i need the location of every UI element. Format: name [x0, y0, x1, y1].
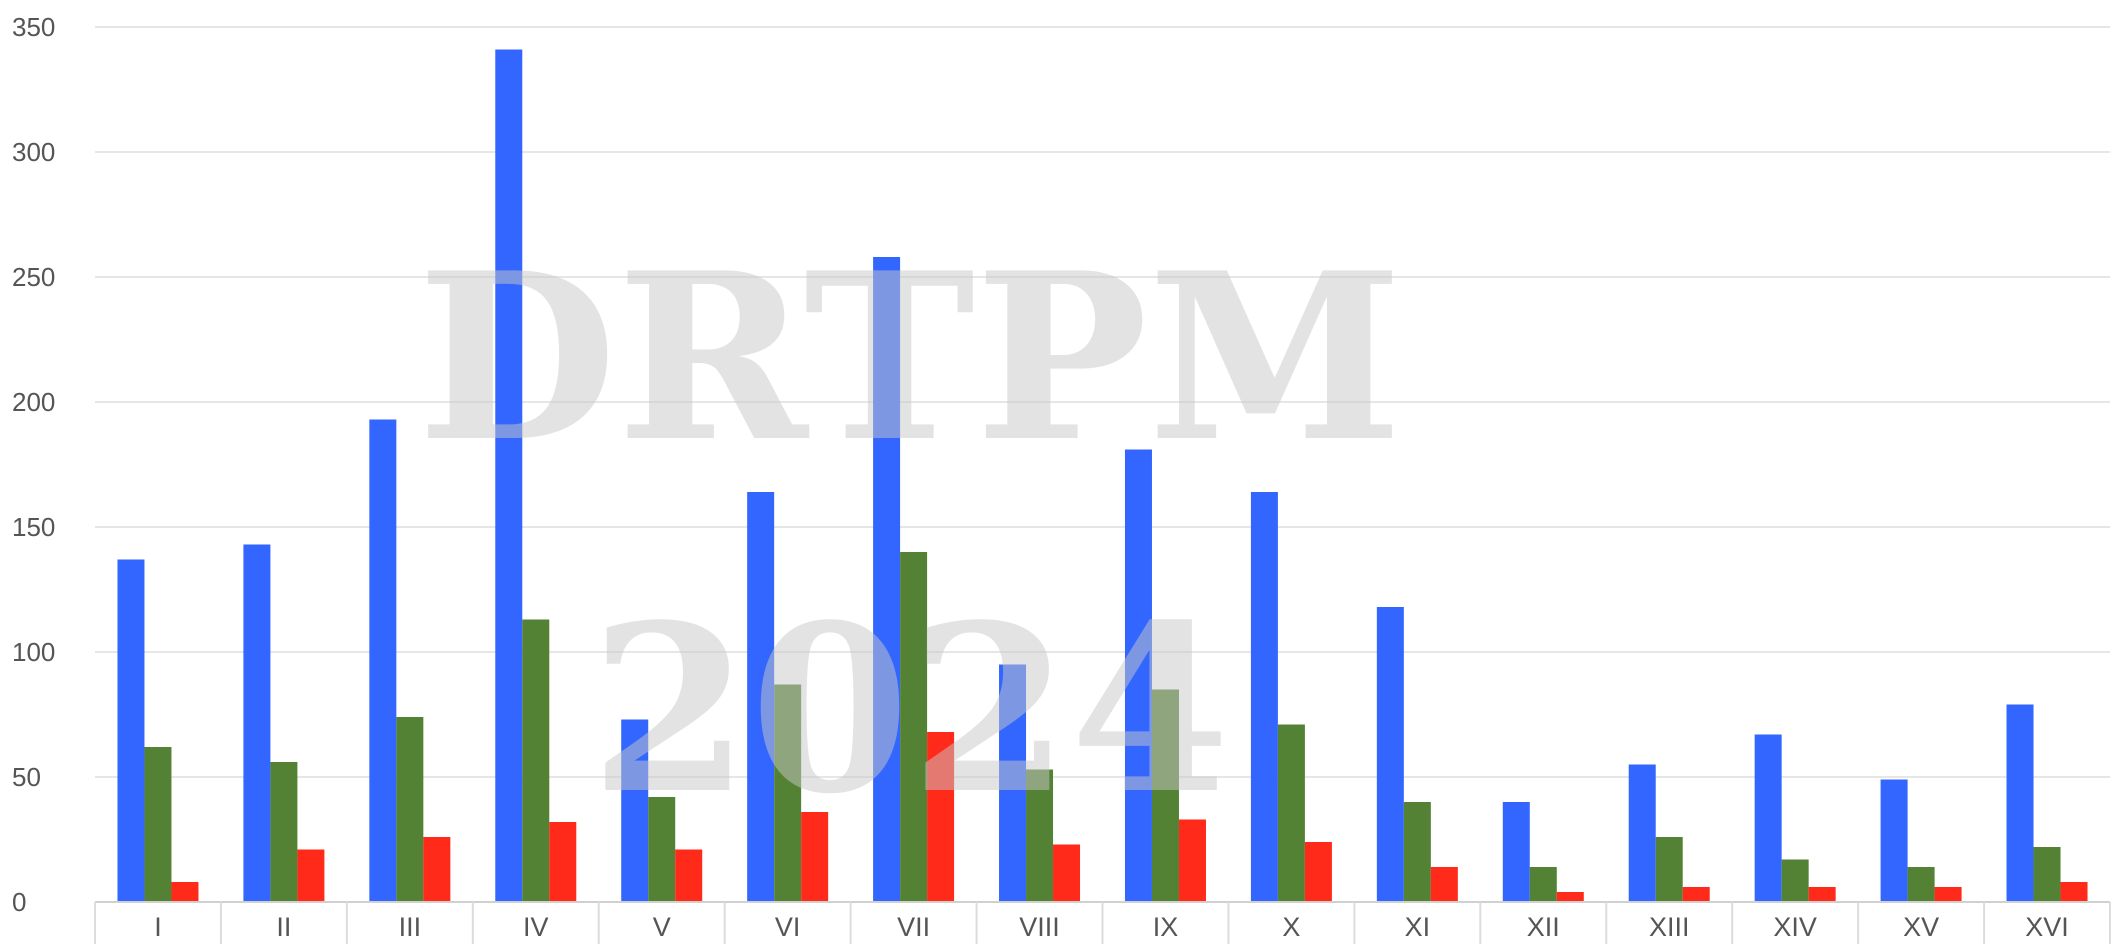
x-tick-label: IV — [523, 912, 549, 942]
bar-series-1-VIII — [999, 664, 1027, 902]
bars — [117, 49, 2088, 902]
bar-series-1-VI — [747, 492, 775, 902]
bar-series-3-XV — [1934, 887, 1962, 902]
y-tick-label: 200 — [12, 387, 55, 417]
bar-series-3-XII — [1556, 892, 1584, 902]
x-tick-label: XIV — [1773, 912, 1817, 942]
bar-series-1-XI — [1376, 607, 1404, 902]
x-tick-label: VI — [775, 912, 801, 942]
x-tick-label: III — [399, 912, 422, 942]
x-tick-label: VIII — [1019, 912, 1060, 942]
bar-series-2-XVI — [2033, 847, 2061, 902]
bar-series-3-XVI — [2060, 882, 2088, 902]
bar-series-1-X — [1250, 492, 1278, 902]
bar-series-3-V — [675, 849, 703, 902]
x-tick-label: XV — [1903, 912, 1939, 942]
bar-series-1-III — [369, 419, 397, 902]
watermark: DRTPM 2024 — [417, 223, 1402, 845]
bar-series-3-XIII — [1682, 887, 1710, 902]
bar-series-2-IX — [1151, 689, 1179, 902]
bar-series-1-IX — [1124, 449, 1152, 902]
bar-series-3-II — [297, 849, 325, 902]
bar-series-3-VI — [801, 812, 829, 902]
bar-series-3-I — [171, 882, 199, 902]
y-tick-label: 100 — [12, 637, 55, 667]
bar-series-2-VII — [900, 552, 928, 902]
y-tick-label: 250 — [12, 262, 55, 292]
bar-series-1-V — [621, 719, 649, 902]
bar-series-1-XV — [1880, 779, 1908, 902]
bar-series-2-XIV — [1781, 859, 1809, 902]
bar-series-1-IV — [495, 49, 523, 902]
x-tick-label: I — [154, 912, 162, 942]
y-tick-label: 150 — [12, 512, 55, 542]
bar-series-1-II — [243, 544, 271, 902]
bar-series-3-III — [423, 837, 451, 902]
y-tick-label: 50 — [12, 762, 41, 792]
bar-series-2-VI — [774, 684, 802, 902]
bar-series-1-XII — [1502, 802, 1530, 902]
bar-series-2-I — [144, 747, 172, 902]
bar-series-1-XIV — [1754, 734, 1782, 902]
x-tick-label: XI — [1405, 912, 1431, 942]
bar-series-3-XI — [1430, 867, 1458, 902]
bar-series-2-III — [396, 717, 424, 902]
watermark-line-2: 2024 — [590, 575, 1230, 845]
x-tick-labels: I II III IV V VI VII VIII IX X XI XII XIII XIV XV XVI — [154, 912, 2069, 942]
bar-series-3-XIV — [1808, 887, 1836, 902]
bar-series-2-IV — [522, 619, 550, 902]
bar-series-3-X — [1304, 842, 1332, 902]
bar-series-3-VIII — [1053, 844, 1081, 902]
bar-series-2-XII — [1529, 867, 1557, 902]
bar-series-1-I — [117, 559, 145, 902]
x-tick-label: X — [1282, 912, 1300, 942]
x-tick-label: VII — [897, 912, 930, 942]
x-tick-label: XII — [1527, 912, 1560, 942]
bar-series-3-IX — [1178, 819, 1206, 902]
x-tick-label: II — [276, 912, 291, 942]
bar-series-2-X — [1277, 724, 1305, 902]
x-axis — [94, 901, 2111, 944]
bar-series-2-V — [648, 797, 676, 902]
x-tick-label: IX — [1153, 912, 1179, 942]
gridlines — [95, 26, 2110, 778]
y-tick-label: 300 — [12, 137, 55, 167]
watermark-line-1: DRTPM — [417, 223, 1402, 493]
x-tick-label: XVI — [2025, 912, 2069, 942]
bar-series-3-VII — [927, 732, 955, 902]
bar-series-2-VIII — [1026, 769, 1054, 902]
bar-series-2-XI — [1403, 802, 1431, 902]
bar-series-1-XIII — [1628, 764, 1656, 902]
x-tick-label: V — [653, 912, 671, 942]
y-tick-label: 350 — [12, 12, 55, 42]
x-tick-label: XIII — [1649, 912, 1690, 942]
bar-series-1-VII — [873, 257, 901, 902]
bar-series-3-IV — [549, 822, 577, 902]
y-tick-label: 0 — [12, 887, 26, 917]
bar-series-1-XVI — [2006, 704, 2034, 902]
bar-series-2-XIII — [1655, 837, 1683, 902]
y-tick-labels: 0 50 100 150 200 250 300 350 — [12, 12, 55, 917]
bar-series-2-XV — [1907, 867, 1935, 902]
bar-series-2-II — [270, 762, 298, 902]
